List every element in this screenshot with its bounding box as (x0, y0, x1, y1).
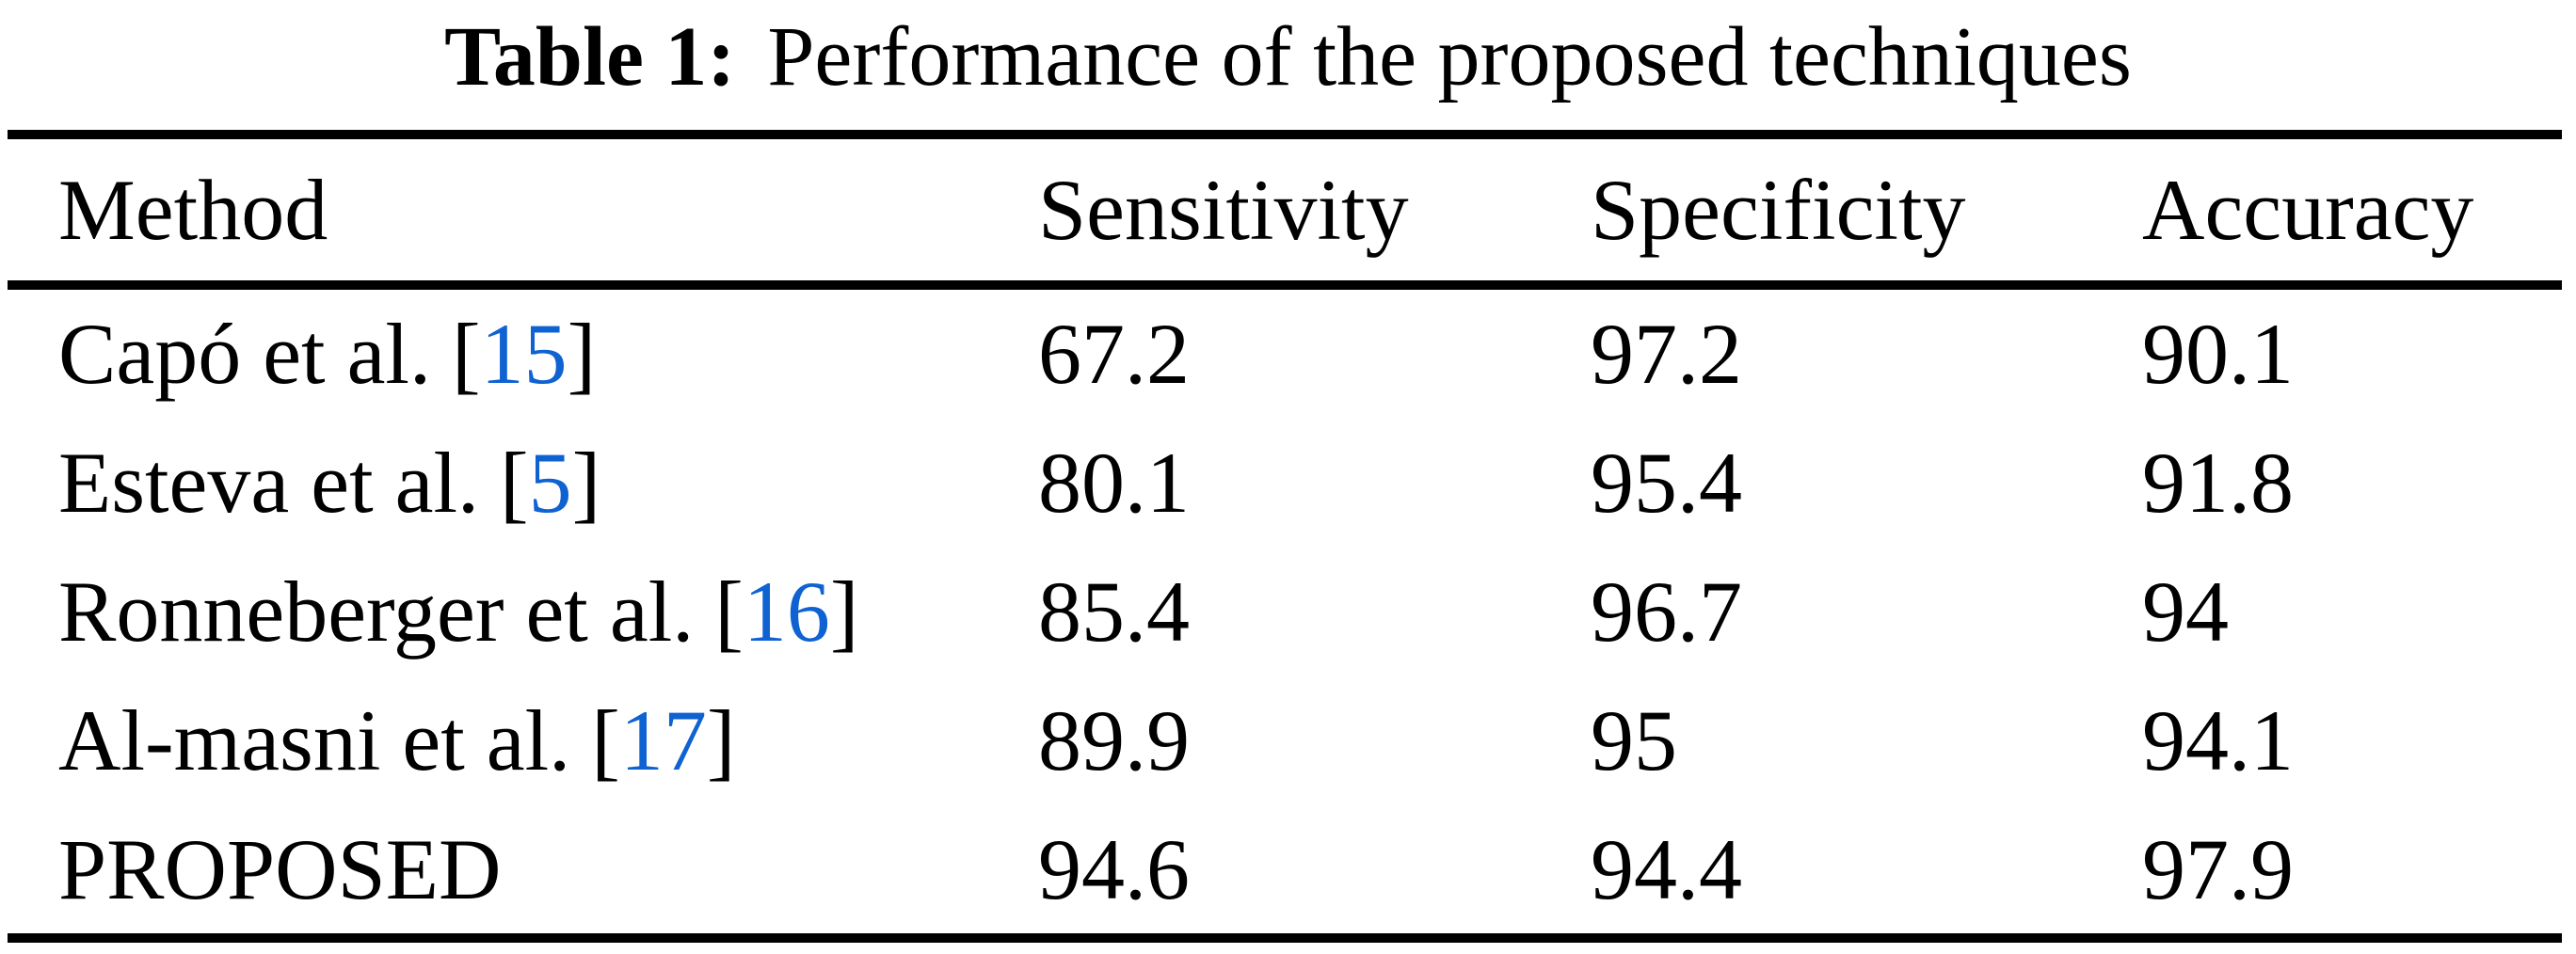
citation-link[interactable]: 16 (743, 563, 830, 660)
specificity-value: 95 (1591, 692, 1677, 788)
table-body: Capó et al. [15] 67.2 97.2 90.1 Esteva et… (0, 290, 2576, 933)
accuracy-value: 97.9 (2142, 820, 2294, 917)
sensitivity-value: 80.1 (1038, 435, 1190, 532)
specificity-value: 96.7 (1591, 563, 1742, 660)
sensitivity-value: 89.9 (1038, 692, 1190, 788)
column-header-method: Method (58, 162, 328, 258)
citation-bracket-close: ] (829, 563, 859, 660)
accuracy-value: 94.1 (2142, 692, 2294, 788)
citation-bracket-open: [ (452, 306, 481, 403)
method-cell: Al-masni et al. [17] (58, 697, 735, 784)
citation-link[interactable]: 15 (480, 306, 568, 403)
specificity-value: 95.4 (1591, 435, 1742, 532)
specificity-value: 94.4 (1591, 820, 1742, 917)
citation-bracket-close: ] (571, 435, 601, 532)
table-rule-header-separator (8, 280, 2562, 290)
column-header-specificity: Specificity (1591, 162, 1966, 258)
method-cell: Esteva et al. [5] (58, 439, 600, 526)
sensitivity-value: 67.2 (1038, 306, 1190, 403)
citation-bracket-close: ] (567, 306, 597, 403)
sensitivity-value: 94.6 (1038, 820, 1190, 917)
table-row: Esteva et al. [5] 80.1 95.4 91.8 (0, 419, 2576, 548)
citation-bracket-open: [ (500, 435, 529, 532)
table-row: Capó et al. [15] 67.2 97.2 90.1 (0, 290, 2576, 419)
table-rule-top (8, 130, 2562, 139)
citation-bracket-open: [ (591, 692, 620, 788)
method-cell: Ronneberger et al. [16] (58, 568, 859, 655)
method-cell: Capó et al. [15] (58, 310, 596, 397)
method-cell: PROPOSED (58, 826, 521, 913)
method-name: Esteva et al. (58, 435, 480, 532)
citation-link[interactable]: 17 (619, 692, 707, 788)
accuracy-value: 90.1 (2142, 306, 2294, 403)
method-name: Capó et al. (58, 306, 431, 403)
method-name: PROPOSED (58, 820, 502, 917)
accuracy-value: 91.8 (2142, 435, 2294, 532)
accuracy-value: 94 (2142, 563, 2229, 660)
sensitivity-value: 85.4 (1038, 563, 1190, 660)
table-rule-bottom (8, 933, 2562, 943)
table-caption-label: Table 1: (444, 10, 736, 103)
method-name: Ronneberger et al. (58, 563, 695, 660)
table-caption-text: Performance of the proposed techniques (767, 10, 2132, 103)
column-header-sensitivity: Sensitivity (1038, 162, 1409, 258)
specificity-value: 97.2 (1591, 306, 1742, 403)
table-row: Al-masni et al. [17] 89.9 95 94.1 (0, 676, 2576, 804)
citation-bracket-open: [ (714, 563, 744, 660)
column-header-accuracy: Accuracy (2142, 162, 2474, 258)
table-header-row: Method Sensitivity Specificity Accuracy (0, 139, 2576, 280)
table-caption: Table 1: Performance of the proposed tech… (0, 0, 2576, 120)
table-row: Ronneberger et al. [16] 85.4 96.7 94 (0, 548, 2576, 676)
citation-bracket-close: ] (706, 692, 736, 788)
table-row: PROPOSED 94.6 94.4 97.9 (0, 804, 2576, 933)
method-name: Al-masni et al. (58, 692, 571, 788)
citation-link[interactable]: 5 (528, 435, 572, 532)
